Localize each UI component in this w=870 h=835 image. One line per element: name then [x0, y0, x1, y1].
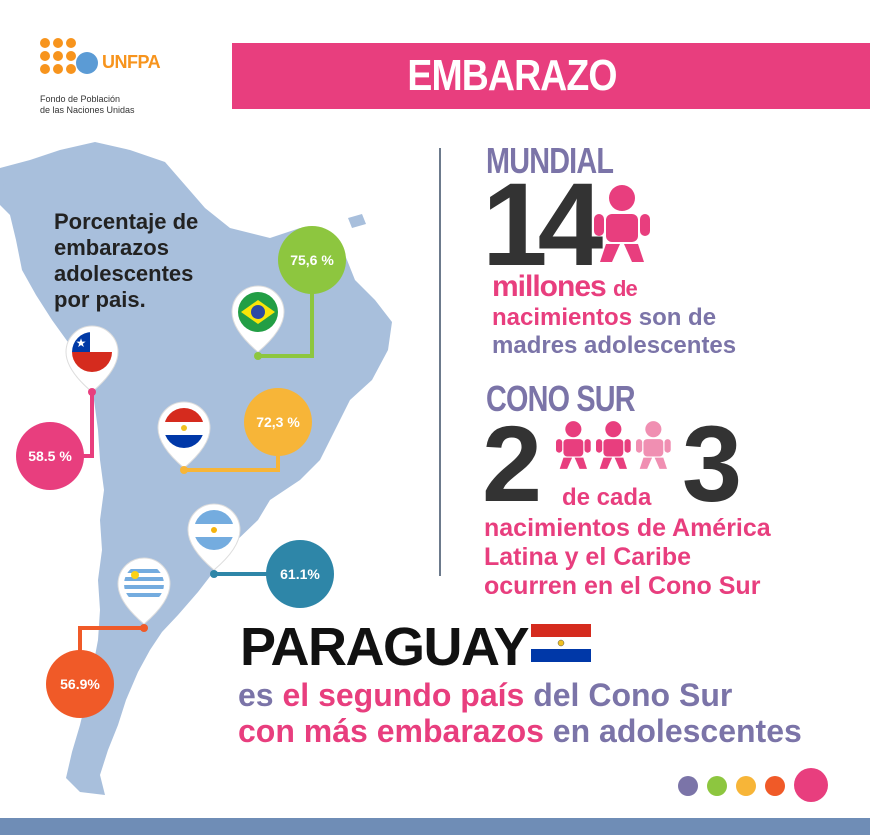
cono-sur-line1: nacimientos de América: [484, 514, 771, 542]
baby-icon: [556, 421, 591, 469]
mundial-unit: millones de: [492, 270, 638, 303]
brazil-pin: [231, 285, 285, 360]
chile-percent-circle: [16, 422, 84, 490]
decor-dot-green: [707, 776, 727, 796]
brazil-percent-label: 75,6 %: [290, 252, 334, 268]
cono-sur-line3: ocurren en el Cono Sur: [484, 572, 761, 600]
un-emblem-icon: [76, 52, 98, 74]
brazil-percent-circle: [278, 226, 346, 294]
argentina-percent-label: 61.1%: [280, 566, 320, 582]
vertical-divider: [439, 148, 441, 576]
cono-sur-line2: Latina y el Caribe: [484, 543, 692, 571]
paraguay-percent-circle: [244, 388, 312, 456]
uruguay-connector: [78, 626, 144, 652]
argentina-pin: [187, 503, 241, 578]
island-coast: [348, 214, 366, 228]
mundial-line2: nacimientos son de: [492, 304, 717, 331]
decor-dot-purple: [678, 776, 698, 796]
baby-icon: [636, 421, 671, 469]
decor-dot-pink: [794, 768, 828, 802]
decor-dot-yellow: [736, 776, 756, 796]
page-title: EMBARAZO ADOLESCENTE: [375, 51, 649, 166]
paraguay-connector: [184, 455, 280, 472]
uruguay-percent-circle: [46, 650, 114, 718]
paraguay-pin: [157, 401, 211, 474]
mundial-heading: MUNDIAL: [486, 140, 614, 181]
chile-pin: ★: [65, 325, 119, 396]
title-banner: [232, 43, 870, 109]
baby-icon: [596, 421, 631, 469]
paraguay-flag-icon: [531, 624, 591, 662]
unfpa-logo-icon: [40, 38, 108, 86]
mundial-line3: madres adolescentes: [492, 332, 737, 359]
cono-sur-heading: CONO SUR: [486, 378, 636, 419]
brazil-connector: [258, 290, 314, 358]
cono-sur-number-b: 3: [682, 403, 743, 524]
map-caption: Porcentaje de embarazos adolescentes por…: [54, 209, 199, 312]
paraguay-line1: es el segundo país del Cono Sur: [238, 677, 733, 713]
de-cada-label: de cada: [562, 484, 652, 511]
caribbean-island: [2, 178, 30, 192]
chile-percent-label: 58.5 %: [28, 448, 72, 464]
uruguay-pin: [117, 557, 171, 632]
mundial-number: 14: [482, 159, 603, 291]
baby-icons-cono-sur: [556, 421, 671, 469]
paraguay-line2: con más embarazos en adolescentes: [238, 713, 802, 749]
svg-text:★: ★: [76, 336, 87, 350]
baby-icon: [594, 185, 650, 262]
argentina-percent-circle: [266, 540, 334, 608]
paraguay-percent-label: 72,3 %: [256, 414, 300, 430]
decor-dot-orange: [765, 776, 785, 796]
uruguay-percent-label: 56.9%: [60, 676, 100, 692]
cono-sur-number-a: 2: [482, 403, 543, 524]
paraguay-heading: PARAGUAY: [240, 617, 530, 677]
logo-subtitle: Fondo de Población de las Naciones Unida…: [40, 94, 135, 115]
bottom-bar: [0, 818, 870, 835]
unfpa-logo-text: UNFPA: [102, 52, 161, 72]
